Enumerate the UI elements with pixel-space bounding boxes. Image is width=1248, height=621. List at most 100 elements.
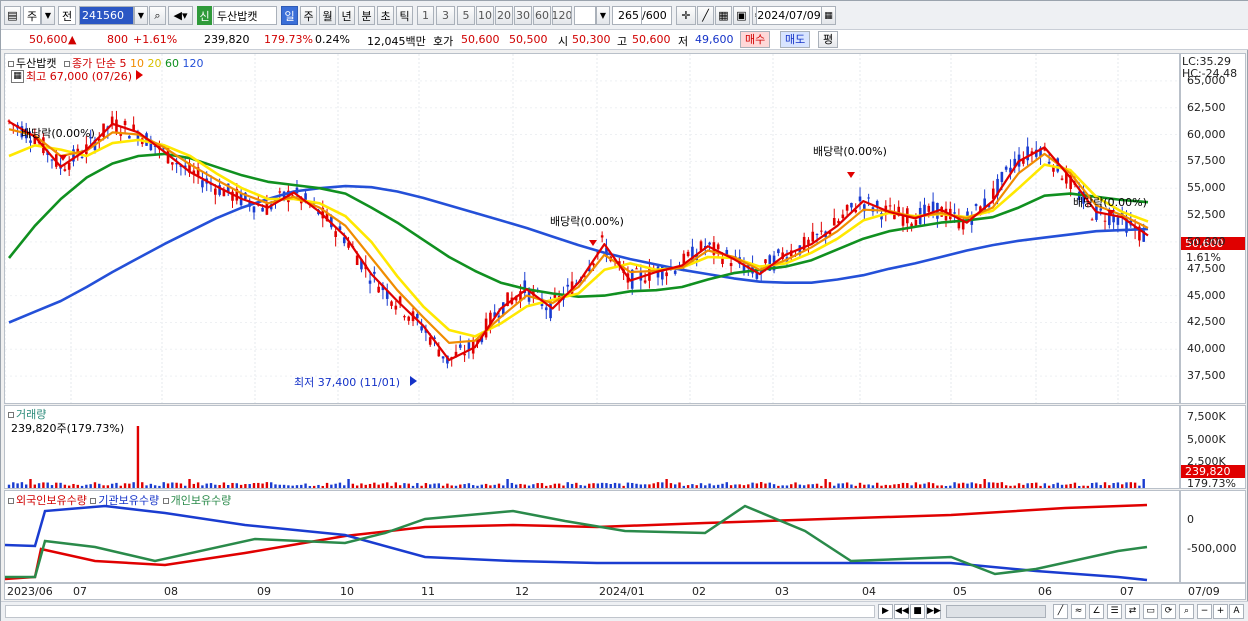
current-price: 50,600 <box>29 33 68 46</box>
save-icon[interactable]: ▣ <box>733 6 750 25</box>
date-input[interactable]: 2024/07/09 <box>756 6 822 25</box>
price-axis[interactable]: LC:35.29 HC:-24.48 50,600 1.61% 65,000 62… <box>1180 53 1246 404</box>
scroll-right-icon[interactable]: ▶ <box>878 604 893 619</box>
legend-box-icon <box>8 497 14 504</box>
volume-pct: 179.73% <box>264 33 313 46</box>
volume-bar <box>347 479 350 488</box>
interval-20-button[interactable]: 20 <box>495 6 513 25</box>
x-tick: 08 <box>164 585 178 598</box>
volume-bar <box>355 485 359 488</box>
refresh-icon[interactable]: ⟳ <box>1161 604 1176 619</box>
buy-button[interactable]: 매수 <box>740 31 771 48</box>
volume-bar <box>239 484 243 488</box>
candle-body <box>136 132 140 142</box>
volume-bar <box>269 482 273 488</box>
interval-3-button[interactable]: 3 <box>436 6 455 25</box>
speaker-icon[interactable]: ◀▾ <box>168 6 193 25</box>
volume-bar <box>1069 483 1072 488</box>
compare-tool-icon[interactable]: ⇄ <box>1125 604 1140 619</box>
volume-bar <box>841 483 845 488</box>
period-week-button[interactable]: 주 <box>300 6 317 25</box>
code-dropdown-icon[interactable]: ▼ <box>134 6 148 25</box>
candle-body <box>175 163 178 165</box>
holdings-panel[interactable]: 외국인보유수량 기관보유수량 개인보유수량 <box>4 490 1180 583</box>
period-year-button[interactable]: 년 <box>338 6 355 25</box>
interval-10-button[interactable]: 10 <box>476 6 494 25</box>
interval-dropdown-icon[interactable]: ▼ <box>596 6 610 25</box>
interval-30-button[interactable]: 30 <box>514 6 532 25</box>
price-panel[interactable]: 두산밥캣 종가 단순 5 10 20 60 120 ▦ 최고 67,000 (0… <box>4 53 1180 404</box>
candle-body <box>923 204 926 217</box>
volume-bar <box>1026 483 1029 488</box>
candle-body <box>1022 158 1025 164</box>
market-select[interactable]: 주 <box>23 6 41 25</box>
volume-bar <box>141 482 144 488</box>
interval-120-button[interactable]: 120 <box>552 6 572 25</box>
candle-body <box>493 312 496 317</box>
period-type-select[interactable]: 전 <box>58 6 76 25</box>
period-second-button[interactable]: 초 <box>377 6 394 25</box>
volume-bar <box>1078 485 1081 488</box>
period-day-button[interactable]: 일 <box>281 6 298 25</box>
compare-icon[interactable]: ▦ <box>715 6 732 25</box>
search-icon[interactable]: ⌕ <box>149 6 166 25</box>
volume-bar <box>588 483 591 488</box>
candle-body <box>768 255 772 271</box>
fib-tool-icon[interactable]: ☰ <box>1107 604 1122 619</box>
period-month-button[interactable]: 월 <box>319 6 336 25</box>
sell-button[interactable]: 매도 <box>780 31 811 48</box>
scroll-track[interactable] <box>5 605 875 618</box>
zoom-in-icon[interactable]: + <box>1213 604 1228 619</box>
candle-body <box>7 120 11 122</box>
period-minute-button[interactable]: 분 <box>358 6 375 25</box>
interval-input[interactable] <box>574 6 596 25</box>
rewind-icon[interactable]: ◀◀ <box>894 604 909 619</box>
menu-icon[interactable]: ▤ <box>4 6 21 25</box>
institution-legend: 기관보유수량 <box>98 494 160 507</box>
volume-bar <box>282 484 286 488</box>
interval-60-button[interactable]: 60 <box>533 6 551 25</box>
calendar-icon[interactable]: ▦ <box>821 6 836 25</box>
candle-body <box>437 349 441 357</box>
volume-bar <box>549 485 552 488</box>
candle-body <box>368 280 372 284</box>
trend-tool-icon[interactable]: ≈ <box>1071 604 1086 619</box>
font-size-icon[interactable]: A <box>1229 604 1244 619</box>
candle-body <box>347 242 350 248</box>
candle-body <box>226 183 230 193</box>
interval-1-button[interactable]: 1 <box>417 6 434 25</box>
candle-body <box>29 140 32 143</box>
table-icon[interactable]: ▦ <box>11 70 24 83</box>
draw-line-icon[interactable]: ╱ <box>697 6 714 25</box>
candle-body <box>1069 174 1072 189</box>
volume-bar <box>257 482 260 488</box>
evaluate-button[interactable]: 평 <box>818 31 839 48</box>
zoom-search-icon[interactable]: ⌕ <box>1179 604 1194 619</box>
crosshair-icon[interactable]: ✛ <box>676 6 696 25</box>
layout-icon[interactable]: ▭ <box>1143 604 1158 619</box>
volume-bar <box>304 483 307 488</box>
zoom-slider[interactable] <box>946 605 1046 618</box>
foreign-legend: 외국인보유수량 <box>16 494 87 507</box>
volume-bar <box>188 479 191 488</box>
interval-5-button[interactable]: 5 <box>457 6 475 25</box>
line-tool-icon[interactable]: ╱ <box>1053 604 1068 619</box>
volume-bar <box>910 485 913 488</box>
ma-5-line <box>8 120 1149 362</box>
stop-icon[interactable]: ■ <box>910 604 925 619</box>
volume-axis[interactable]: 7,500K 5,000K 2,500K 239,820 179.73% <box>1180 405 1246 490</box>
volume-bar <box>833 485 836 488</box>
bar-count-input[interactable]: 265 <box>612 6 642 25</box>
volume-panel[interactable]: 거래량 239,820주(179.73%) <box>4 405 1180 489</box>
candle-body <box>1039 147 1042 157</box>
holdings-axis[interactable]: 0 -500,000 <box>1180 490 1246 583</box>
market-dropdown-icon[interactable]: ▼ <box>41 6 55 25</box>
period-tick-button[interactable]: 틱 <box>396 6 413 25</box>
volume-bar <box>192 483 196 488</box>
forward-icon[interactable]: ▶▶ <box>926 604 941 619</box>
stock-name-field[interactable]: 두산밥캣 <box>213 6 277 25</box>
angle-tool-icon[interactable]: ∠ <box>1089 604 1104 619</box>
zoom-out-icon[interactable]: − <box>1197 604 1212 619</box>
stock-code-input[interactable]: 241560 <box>79 6 134 25</box>
volume-bar <box>639 484 643 488</box>
